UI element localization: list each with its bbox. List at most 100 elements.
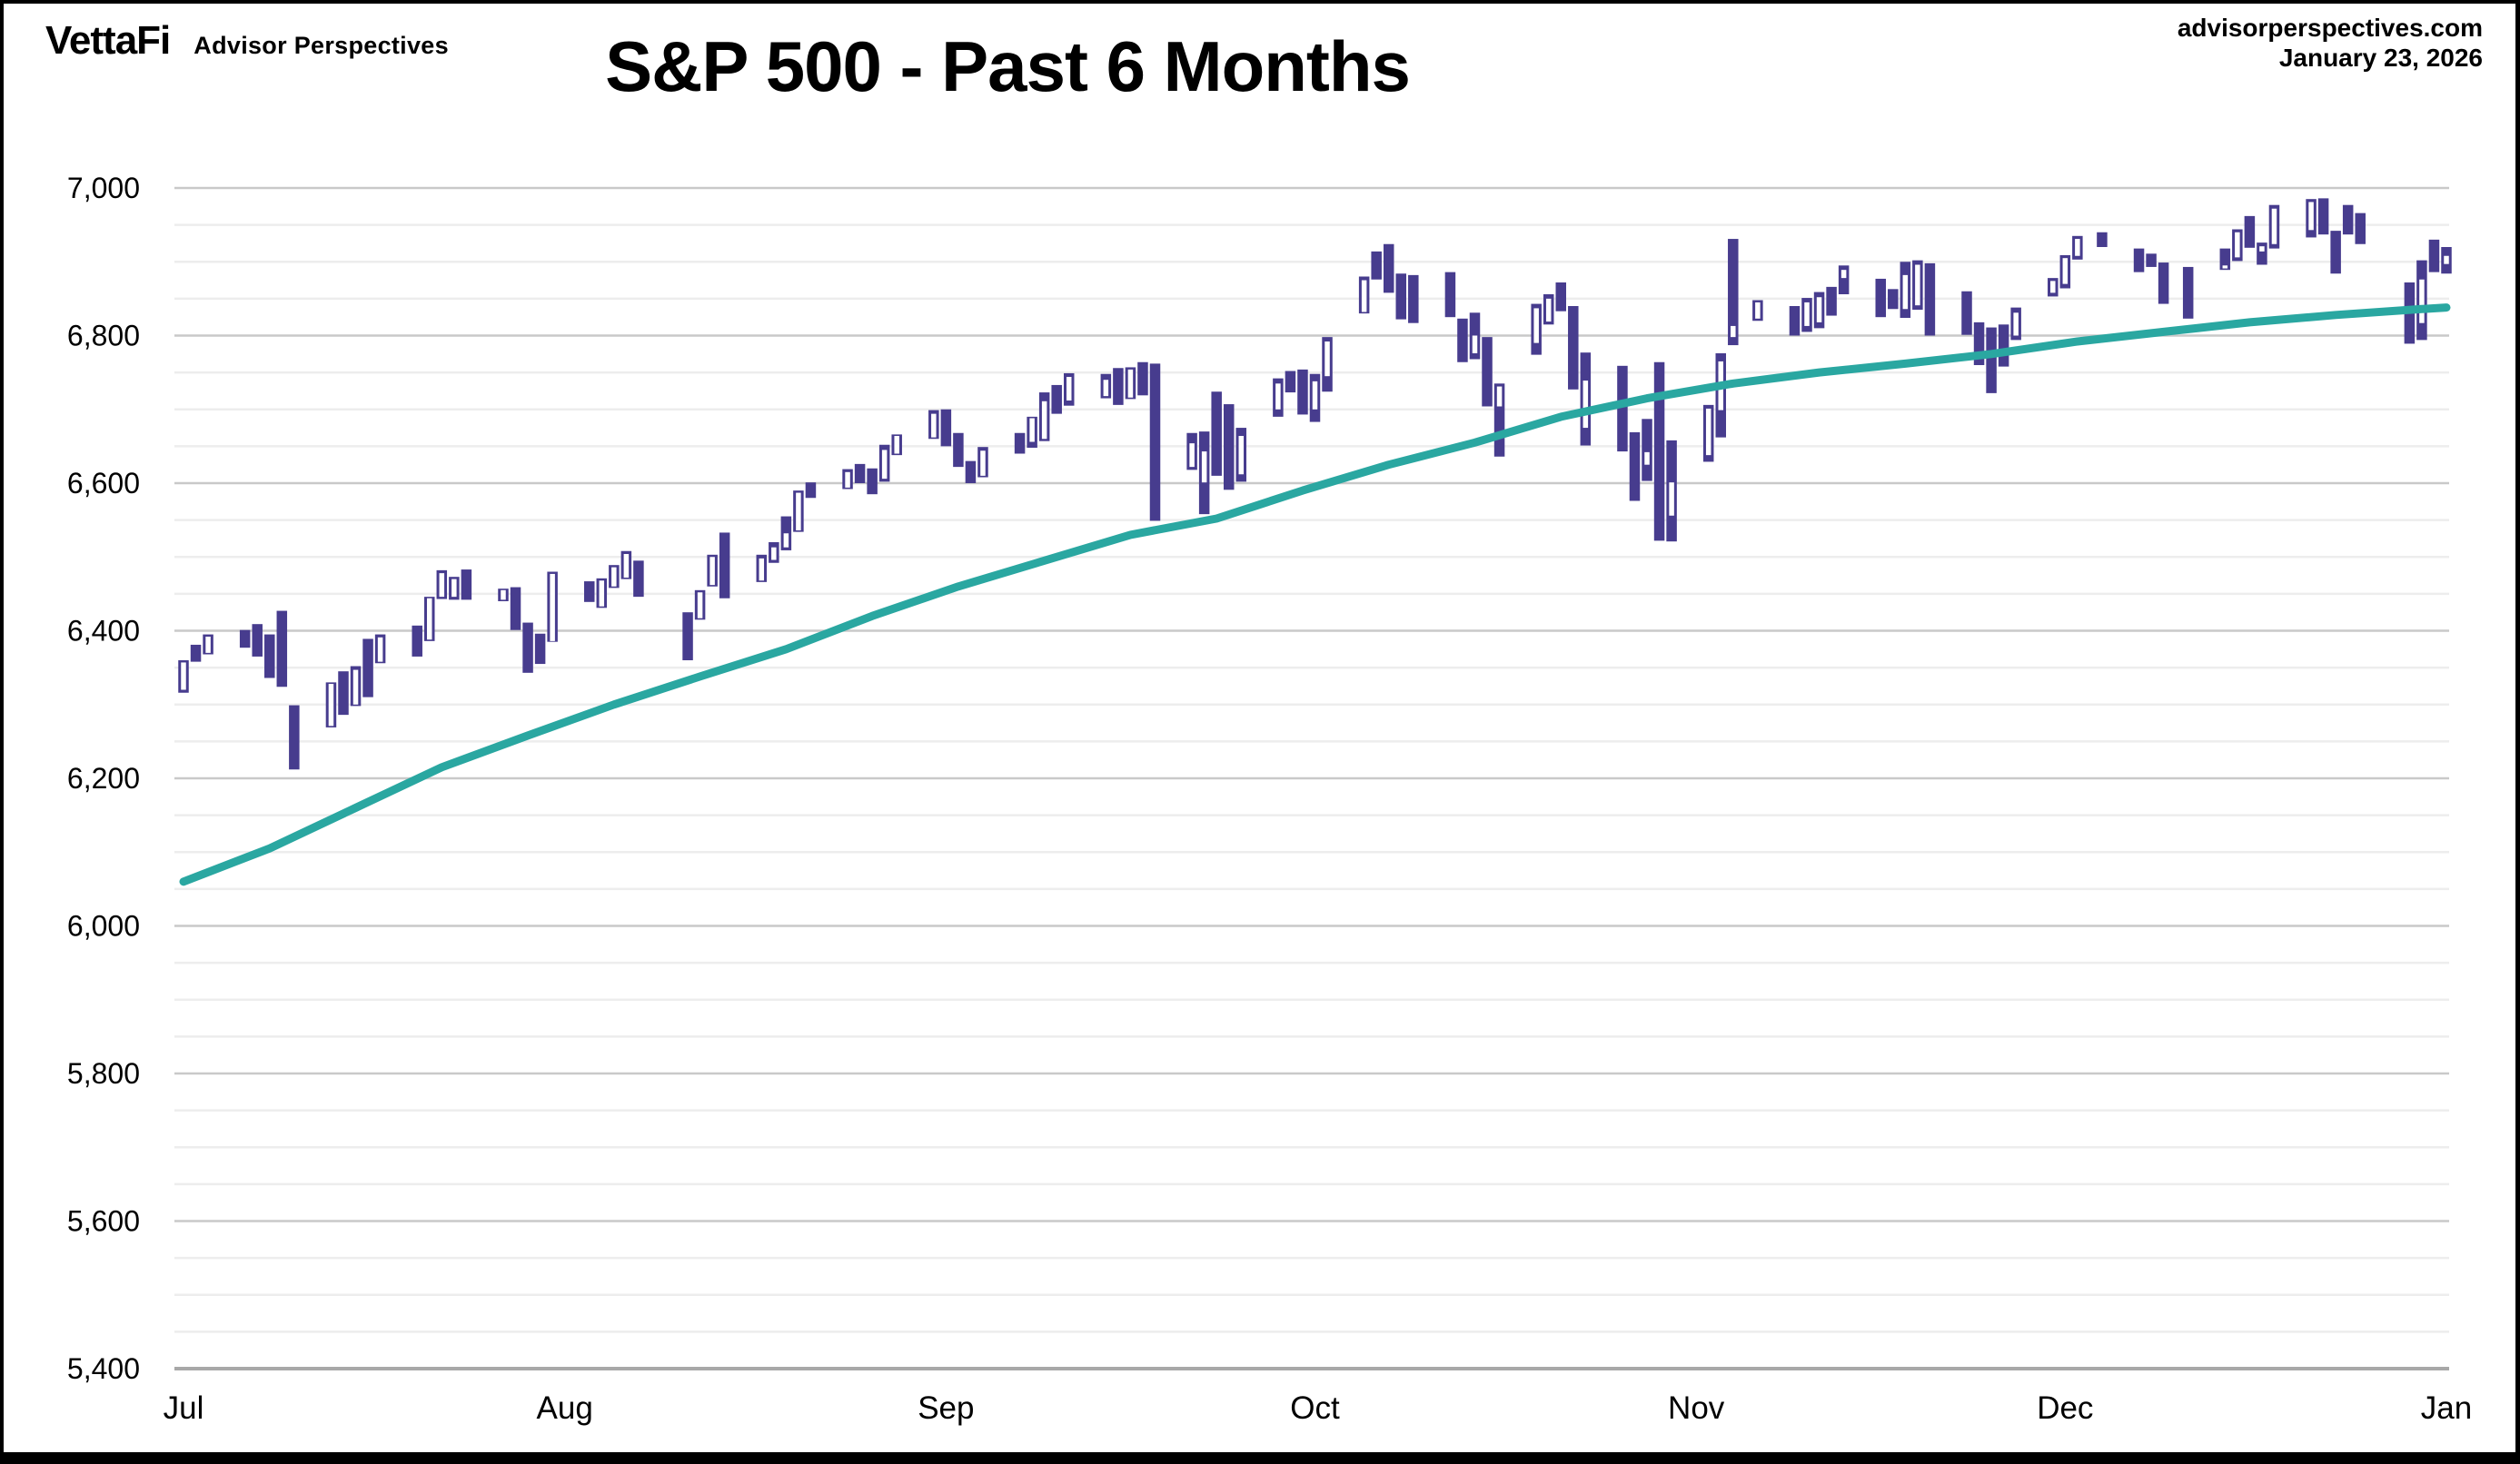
candle-body-hollow xyxy=(1804,302,1810,326)
y-tick-label: 6,400 xyxy=(67,615,140,648)
candle xyxy=(2146,253,2157,267)
moving-average-line xyxy=(179,303,2451,886)
y-tick-label: 5,800 xyxy=(67,1057,140,1090)
candle xyxy=(2342,204,2354,235)
candle-body-hollow xyxy=(845,471,850,488)
candle-body-hollow xyxy=(2419,279,2425,323)
y-tick-label: 6,200 xyxy=(67,762,140,795)
candle-body-hollow xyxy=(599,580,605,607)
candle-body-hollow xyxy=(1472,335,1478,353)
candle xyxy=(1285,371,1296,393)
candle xyxy=(1973,321,1985,365)
candle xyxy=(1789,306,1801,336)
candle xyxy=(2182,266,2194,319)
candle-body-hollow xyxy=(181,662,186,690)
candle xyxy=(362,638,373,697)
y-tick-label: 5,600 xyxy=(67,1205,140,1238)
candle-body-hollow xyxy=(2271,208,2277,244)
candle xyxy=(1924,262,1936,336)
x-tick-label-jul: Jul xyxy=(164,1390,204,1426)
candle xyxy=(239,629,251,648)
candle-body-hollow xyxy=(2235,232,2240,258)
candle xyxy=(1888,289,1899,310)
candle xyxy=(1457,318,1468,362)
candle xyxy=(264,634,275,678)
candle-body-hollow xyxy=(1731,325,1736,338)
candle-body-hollow xyxy=(451,579,457,598)
x-tick-label-oct: Oct xyxy=(1290,1390,1340,1426)
candle xyxy=(1568,306,1579,390)
x-tick-label-jan: Jan xyxy=(2421,1390,2472,1426)
candle xyxy=(1875,278,1886,318)
candle-body-hollow xyxy=(931,413,937,438)
candle-body-hollow xyxy=(205,637,211,653)
candle xyxy=(1223,404,1235,490)
candle xyxy=(2097,232,2108,247)
candle xyxy=(1838,265,1850,294)
candle xyxy=(805,482,817,499)
candle xyxy=(510,587,521,630)
candle-body-hollow xyxy=(2013,312,2019,336)
candle xyxy=(1408,274,1419,323)
candle-body-hollow xyxy=(1533,308,1539,343)
candle-body-hollow xyxy=(439,573,445,598)
candle xyxy=(1113,368,1124,405)
candle xyxy=(338,671,349,716)
candle-body-hollow xyxy=(427,598,432,640)
candle-body-hollow xyxy=(759,558,765,581)
bottom-frame-bar xyxy=(4,1452,2515,1464)
y-tick-label: 6,800 xyxy=(67,320,140,352)
candle-body-hollow xyxy=(1644,451,1650,465)
candle xyxy=(2133,248,2145,272)
candle xyxy=(289,705,300,770)
candle xyxy=(1051,384,1062,414)
candle xyxy=(719,532,730,598)
candle xyxy=(2355,213,2366,244)
x-tick-label-dec: Dec xyxy=(2037,1390,2093,1426)
candle-body-hollow xyxy=(1705,408,1711,456)
candle-body-hollow xyxy=(1029,418,1035,442)
candle-body-hollow xyxy=(1238,436,1245,475)
candle xyxy=(1149,363,1161,521)
gridlines xyxy=(174,186,2449,1370)
candle-body-hollow xyxy=(611,567,617,587)
candle xyxy=(682,612,693,660)
candle-body-hollow xyxy=(2222,265,2228,269)
candle-body-hollow xyxy=(1189,443,1195,468)
candle xyxy=(2428,239,2440,272)
candle-body-hollow xyxy=(894,436,899,454)
candle-body-hollow xyxy=(1103,380,1109,397)
candle xyxy=(633,560,644,598)
candle xyxy=(1653,361,1665,541)
candle xyxy=(1826,286,1837,316)
x-tick-label-aug: Aug xyxy=(537,1390,593,1426)
source-url: advisorperspectives.com xyxy=(2177,14,2483,42)
candle-body-hollow xyxy=(1669,482,1674,516)
candle-body-hollow xyxy=(2050,281,2056,293)
candle-body-hollow xyxy=(1545,298,1552,322)
candle-body-hollow xyxy=(697,592,703,618)
candle xyxy=(1014,432,1026,454)
candle-body-hollow xyxy=(709,557,715,586)
candle-body-hollow xyxy=(980,450,986,476)
candle xyxy=(190,644,202,662)
candle xyxy=(1371,251,1382,280)
y-tick-label: 7,000 xyxy=(67,172,140,204)
candle-body-hollow xyxy=(328,684,334,727)
candle-body-hollow xyxy=(1902,274,1909,310)
candle-body-hollow xyxy=(771,547,777,560)
candle xyxy=(252,624,263,657)
candle-body-hollow xyxy=(1201,451,1207,483)
candle-body-hollow xyxy=(1816,297,1822,322)
candle xyxy=(2244,215,2256,248)
candle xyxy=(1617,365,1628,452)
candle-body-hollow xyxy=(1582,381,1589,429)
header: VettaFi Advisor Perspectives xyxy=(45,18,449,64)
y-tick-label: 5,400 xyxy=(67,1352,140,1385)
candle xyxy=(461,569,472,600)
y-tick-label: 6,600 xyxy=(67,467,140,500)
candle-body-hollow xyxy=(783,533,789,548)
candle xyxy=(534,633,546,665)
candle-body-hollow xyxy=(1755,302,1761,319)
